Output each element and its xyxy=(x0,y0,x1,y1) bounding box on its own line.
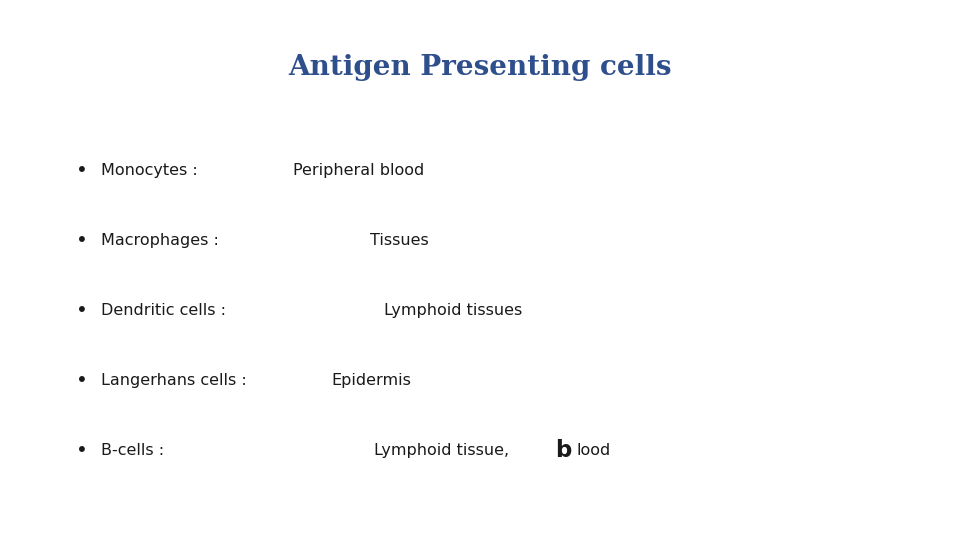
Text: •: • xyxy=(76,231,87,250)
Text: Dendritic cells :: Dendritic cells : xyxy=(101,303,226,318)
Text: Langerhans cells :: Langerhans cells : xyxy=(101,373,247,388)
Text: Peripheral blood: Peripheral blood xyxy=(293,163,424,178)
Text: Lymphoid tissues: Lymphoid tissues xyxy=(384,303,522,318)
Text: Macrophages :: Macrophages : xyxy=(101,233,219,248)
Text: B-cells :: B-cells : xyxy=(101,443,164,458)
Text: Monocytes :: Monocytes : xyxy=(101,163,198,178)
Text: •: • xyxy=(76,441,87,461)
Text: •: • xyxy=(76,301,87,320)
Text: lood: lood xyxy=(577,443,611,458)
Text: Tissues: Tissues xyxy=(370,233,428,248)
Text: Antigen Presenting cells: Antigen Presenting cells xyxy=(288,54,672,81)
Text: b: b xyxy=(556,440,572,462)
Text: Epidermis: Epidermis xyxy=(331,373,411,388)
Text: •: • xyxy=(76,371,87,390)
Text: •: • xyxy=(76,160,87,180)
Text: Lymphoid tissue,: Lymphoid tissue, xyxy=(374,443,515,458)
